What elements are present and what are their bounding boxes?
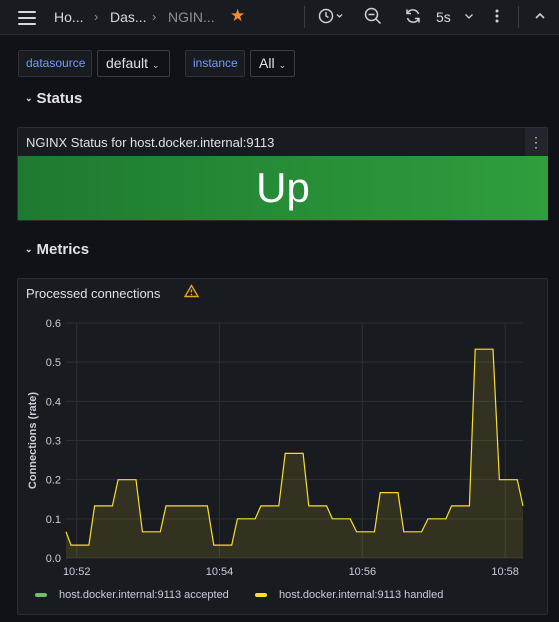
row-metrics-toggle[interactable]: ⌄ Metrics — [25, 241, 89, 258]
breadcrumb-current: NGIN... — [168, 9, 215, 25]
variable-label-datasource: datasource — [18, 50, 92, 77]
status-panel-title: NGINX Status for host.docker.internal:91… — [26, 135, 275, 150]
top-navbar: Ho... › Das... › NGIN... ★ 5s — [0, 0, 559, 35]
zoom-out-icon — [364, 7, 382, 25]
star-icon[interactable]: ★ — [230, 6, 246, 25]
chevron-up-icon[interactable] — [534, 7, 546, 29]
y-tick-label: 0.3 — [46, 436, 61, 448]
breadcrumb-home[interactable]: Ho... — [54, 9, 84, 25]
y-tick-label: 0.1 — [46, 514, 61, 526]
datasource-select-value: default — [106, 55, 149, 71]
row-metrics-title: Metrics — [36, 241, 90, 258]
refresh-icon — [406, 9, 420, 23]
x-tick-label: 10:54 — [206, 566, 234, 578]
x-tick-label: 10:56 — [349, 566, 377, 578]
toolbar-divider — [518, 6, 519, 28]
chevron-down-icon: ⌄ — [25, 93, 33, 103]
breadcrumb-separator-icon: › — [152, 9, 157, 24]
datasource-select[interactable]: default ⌄ — [97, 50, 170, 77]
instance-select-value: All — [259, 55, 275, 71]
instance-select[interactable]: All ⌄ — [250, 50, 295, 77]
y-tick-label: 0.4 — [46, 396, 61, 408]
legend-item-accepted[interactable]: host.docker.internal:9113 accepted — [35, 589, 229, 601]
menu-icon[interactable] — [18, 11, 36, 25]
clock-icon — [318, 8, 343, 24]
legend-swatch-handled — [255, 593, 267, 598]
series-line-handled — [65, 348, 524, 546]
warning-icon[interactable] — [183, 284, 200, 301]
variable-label-instance: instance — [185, 50, 245, 77]
y-tick-label: 0.0 — [46, 553, 61, 565]
chevron-down-icon: ⌄ — [152, 60, 160, 70]
legend-item-handled[interactable]: host.docker.internal:9113 handled — [255, 589, 443, 601]
refresh-interval-chevron-icon[interactable] — [464, 7, 474, 29]
row-status-title: Status — [36, 90, 83, 107]
zoom-out-button[interactable] — [364, 7, 382, 29]
status-stat-box: Up — [18, 156, 548, 220]
more-vertical-icon[interactable] — [494, 7, 500, 29]
legend-swatch-accepted — [35, 593, 47, 598]
y-tick-label: 0.6 — [46, 318, 61, 330]
x-tick-label: 10:58 — [491, 566, 519, 578]
chevron-down-icon: ⌄ — [25, 244, 33, 254]
panel-menu-icon[interactable]: ⋮ — [525, 128, 547, 156]
legend-label-handled: host.docker.internal:9113 handled — [279, 589, 444, 601]
status-panel: NGINX Status for host.docker.internal:91… — [17, 127, 548, 221]
connections-panel-title: Processed connections — [26, 286, 161, 301]
breadcrumb-separator-icon: › — [94, 9, 99, 24]
y-axis-label: Connections (rate) — [27, 392, 39, 490]
legend-label-accepted: host.docker.internal:9113 accepted — [59, 589, 229, 601]
connections-panel: Processed connections — [17, 278, 548, 615]
row-status-toggle[interactable]: ⌄ Status — [25, 90, 82, 107]
y-tick-label: 0.2 — [46, 475, 61, 487]
y-tick-label: 0.5 — [46, 357, 61, 369]
chevron-down-icon: ⌄ — [278, 60, 287, 70]
time-picker-button[interactable] — [318, 7, 344, 29]
breadcrumb-dashboards[interactable]: Das... — [110, 9, 147, 25]
refresh-button[interactable] — [404, 7, 422, 29]
x-tick-label: 10:52 — [63, 566, 91, 578]
refresh-interval-picker[interactable]: 5s — [436, 9, 451, 25]
status-value: Up — [256, 164, 310, 211]
toolbar-divider — [304, 6, 305, 28]
